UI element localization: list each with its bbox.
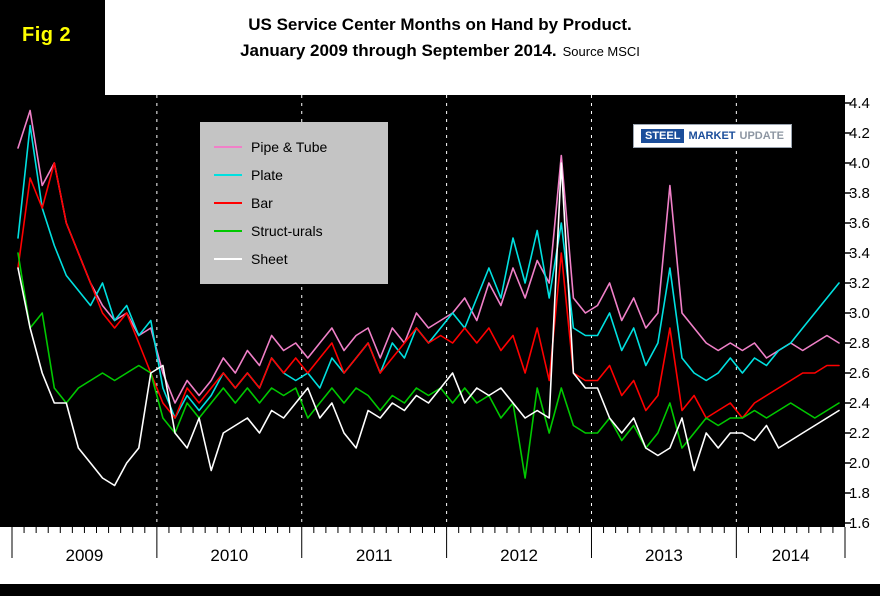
x-axis-year-label: 2014 <box>771 546 810 565</box>
logo-steel-text: STEEL <box>641 129 685 143</box>
legend-line-swatch <box>214 202 242 204</box>
legend-item: Sheet <box>214 245 374 273</box>
y-axis-tick-label: 4.4 <box>849 95 870 112</box>
legend-item: Struct-urals <box>214 217 374 245</box>
x-axis-year-label: 2011 <box>355 546 393 565</box>
y-axis-tick-label: 4.2 <box>849 125 870 142</box>
legend-label: Bar <box>251 195 273 211</box>
legend-line-swatch <box>214 174 242 176</box>
x-axis-year-label: 2009 <box>65 546 104 565</box>
y-axis-tick-label: 2.8 <box>849 335 870 352</box>
y-axis-tick-label: 3.0 <box>849 305 870 322</box>
chart-title-line1: US Service Center Months on Hand by Prod… <box>248 15 632 34</box>
series-line-struct-urals <box>17 252 840 479</box>
logo-market-text: MARKET <box>688 130 736 142</box>
y-axis-tick-label: 4.0 <box>849 155 870 172</box>
legend-label: Pipe & Tube <box>251 139 328 155</box>
legend: Pipe & Tube Plate Bar Struct-urals Sheet <box>200 122 388 284</box>
series-line-sheet <box>17 162 840 487</box>
legend-line-swatch <box>214 258 242 260</box>
legend-label: Struct-urals <box>251 223 323 239</box>
legend-label: Sheet <box>251 251 288 267</box>
x-axis-panel <box>0 527 880 584</box>
chart-title-line2-text: January 2009 through September 2014. <box>240 41 557 60</box>
logo-update-text: UPDATE <box>739 130 784 142</box>
y-axis-tick-label: 2.4 <box>849 395 870 412</box>
y-axis-tick-label: 3.2 <box>849 275 870 292</box>
legend-item: Pipe & Tube <box>214 133 374 161</box>
figure-number-label: Fig 2 <box>22 24 72 46</box>
legend-line-swatch <box>214 146 242 148</box>
y-axis-panel <box>845 92 880 584</box>
y-axis-tick-label: 1.6 <box>849 515 870 532</box>
series-line-plate <box>17 124 840 419</box>
legend-label: Plate <box>251 167 283 183</box>
chart-source-label: Source MSCI <box>562 44 640 59</box>
series-line-bar <box>17 162 840 419</box>
x-axis-year-label: 2012 <box>500 546 538 565</box>
y-axis-tick-label: 3.6 <box>849 215 870 232</box>
legend-item: Bar <box>214 189 374 217</box>
chart-title-line2: January 2009 through September 2014. Sour… <box>0 38 880 65</box>
y-axis-tick-label: 2.0 <box>849 455 870 472</box>
y-axis-tick-label: 3.4 <box>849 245 870 262</box>
legend-line-swatch <box>214 230 242 232</box>
y-axis-tick-label: 2.2 <box>849 425 870 442</box>
steel-market-update-logo: STEEL MARKET UPDATE <box>633 124 792 148</box>
y-axis-tick-label: 1.8 <box>849 485 870 502</box>
chart-title: US Service Center Months on Hand by Prod… <box>0 12 880 65</box>
y-axis-tick-label: 2.6 <box>849 365 870 382</box>
x-axis-year-label: 2013 <box>644 546 683 565</box>
y-axis-tick-label: 3.8 <box>849 185 870 202</box>
series-line-pipe-tube <box>17 109 840 404</box>
x-axis-year-label: 2010 <box>210 546 249 565</box>
legend-item: Plate <box>214 161 374 189</box>
title-panel <box>105 0 880 95</box>
